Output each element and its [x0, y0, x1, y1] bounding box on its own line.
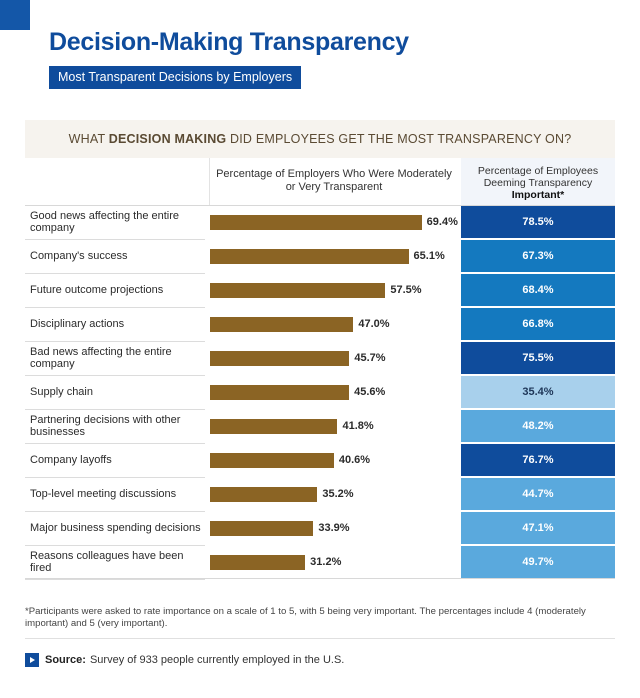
employer-transparency-value: 47.0% [358, 318, 390, 330]
category-label: Good news affecting the entire company [30, 210, 180, 234]
row-divider [25, 307, 205, 308]
employer-transparency-bar [210, 249, 409, 264]
importance-value-cell: 75.5% [461, 342, 615, 374]
category-label: Company layoffs [30, 453, 112, 466]
importance-value-cell: 66.8% [461, 308, 615, 340]
chart-row: Disciplinary actions 47.0% 66.8% [25, 308, 615, 342]
category-label: Major business spending decisions [30, 521, 201, 534]
category-label: Supply chain [30, 385, 93, 398]
employer-transparency-bar [210, 215, 422, 230]
category-label: Partnering decisions with other business… [30, 414, 181, 438]
employer-transparency-value: 31.2% [310, 556, 342, 568]
category-label: Reasons colleagues have been fired [30, 550, 184, 574]
chart-row: Company's success 65.1% 67.3% [25, 240, 615, 274]
category-label: Top-level meeting discussions [30, 487, 177, 500]
employer-transparency-bar [210, 555, 306, 570]
chart-question: WHAT DECISION MAKING DID EMPLOYEES GET T… [25, 120, 615, 158]
importance-header-bold: Important* [511, 189, 565, 201]
importance-value-cell: 49.7% [461, 546, 615, 578]
importance-value-cell: 47.1% [461, 512, 615, 544]
category-label: Future outcome projections [30, 283, 164, 296]
employer-transparency-bar [210, 453, 334, 468]
employer-transparency-bar [210, 385, 350, 400]
importance-value-cell: 44.7% [461, 478, 615, 510]
table-top-rule [25, 205, 615, 206]
table-bottom-rule [25, 578, 615, 579]
employer-transparency-bar [210, 487, 318, 502]
employer-transparency-value: 57.5% [390, 284, 422, 296]
row-divider [25, 579, 205, 580]
employer-transparency-bar [210, 283, 386, 298]
row-divider [25, 239, 205, 240]
employer-transparency-value: 33.9% [318, 522, 350, 534]
source-text: Survey of 933 people currently employed … [89, 654, 345, 666]
employer-transparency-bar [210, 521, 314, 536]
page-title: Decision-Making Transparency [49, 28, 409, 56]
employers-column-header: Percentage of Employers Who Were Moderat… [216, 168, 452, 193]
employer-transparency-bar [210, 317, 354, 332]
header-divider [209, 158, 210, 205]
footnote: *Participants were asked to rate importa… [25, 606, 586, 629]
row-divider [25, 477, 205, 478]
row-divider [25, 409, 205, 410]
play-arrow-icon [25, 653, 39, 667]
importance-header-text: Percentage of Employees Deeming Transpar… [477, 165, 599, 189]
chart-row: Company layoffs 40.6% 76.7% [25, 444, 615, 478]
row-divider [25, 341, 205, 342]
importance-value-cell: 48.2% [461, 410, 615, 442]
chart-row: Good news affecting the entire company 69… [25, 206, 615, 240]
chart-row: Partnering decisions with other business… [25, 410, 615, 444]
chart-row: Top-level meeting discussions 35.2% 44.7% [25, 478, 615, 512]
employer-transparency-bar [210, 419, 338, 434]
chart-row: Future outcome projections 57.5% 68.4% [25, 274, 615, 308]
row-divider [25, 443, 205, 444]
category-label: Disciplinary actions [30, 317, 125, 330]
importance-value-cell: 35.4% [461, 376, 615, 408]
employer-transparency-value: 45.6% [354, 386, 386, 398]
row-divider [25, 273, 205, 274]
employer-transparency-value: 41.8% [342, 420, 374, 432]
employer-transparency-value: 40.6% [338, 454, 371, 466]
question-text-bold: DECISION MAKING [108, 132, 227, 146]
chart-row: Bad news affecting the entire company 45.… [25, 342, 615, 376]
source-label: Source: [45, 654, 86, 666]
source-line: Source: Survey of 933 people currently e… [25, 652, 344, 668]
employer-transparency-value: 35.2% [322, 488, 354, 500]
category-label: Company's success [30, 249, 128, 262]
importance-value-cell: 67.3% [461, 240, 615, 272]
chart-row: Major business spending decisions 33.9% 47… [25, 512, 615, 546]
category-label: Bad news affecting the entire company [30, 346, 172, 370]
employer-transparency-value: 69.4% [426, 216, 458, 228]
question-text-before: WHAT [68, 132, 109, 146]
page-subtitle: Most Transparent Decisions by Employers [49, 66, 302, 89]
corner-accent [0, 0, 30, 30]
employer-transparency-value: 65.1% [413, 250, 445, 262]
importance-value-cell: 68.4% [461, 274, 615, 306]
importance-value-cell: 78.5% [461, 206, 615, 238]
row-divider [25, 511, 205, 512]
footnote-divider [25, 638, 615, 639]
importance-value-cell: 76.7% [461, 444, 615, 476]
row-divider [25, 545, 205, 546]
row-divider [25, 375, 205, 376]
employer-transparency-bar [210, 351, 350, 366]
chart-row: Supply chain 45.6% 35.4% [25, 376, 615, 410]
importance-column-header: Percentage of Employees Deeming Transpar… [461, 158, 615, 205]
employer-transparency-value: 45.7% [354, 352, 386, 364]
question-text-after: DID EMPLOYEES GET THE MOST TRANSPARENCY … [226, 132, 572, 146]
chart-row: Reasons colleagues have been fired 31.2% 4… [25, 546, 615, 580]
